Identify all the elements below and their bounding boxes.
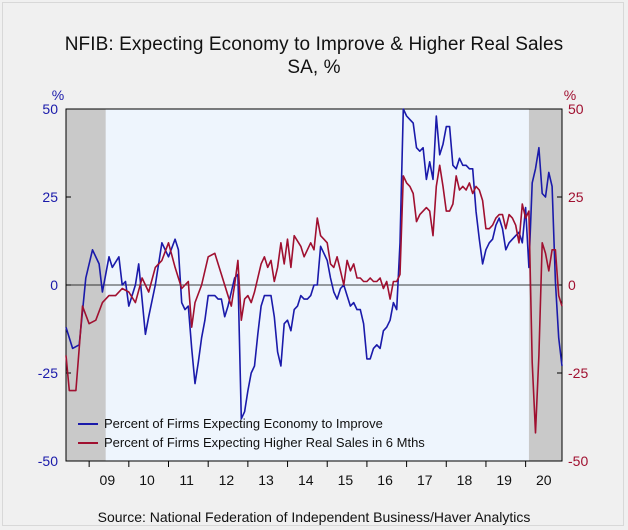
chart-subtitle: SA, % — [287, 57, 341, 78]
x-tick-label: 12 — [219, 472, 235, 488]
source-note: Source: National Federation of Independe… — [97, 509, 531, 525]
y-left-unit-label: % — [52, 87, 64, 103]
x-tick-label: 11 — [179, 472, 194, 488]
y-right-tick-label: 50 — [568, 101, 584, 117]
legend-label-2: Percent of Firms Expecting Higher Real S… — [104, 435, 425, 450]
y-left-tick-label: -50 — [38, 453, 58, 469]
x-tick-label: 18 — [457, 472, 473, 488]
y-left-tick-label: 50 — [42, 101, 58, 117]
x-tick-label: 14 — [298, 472, 314, 488]
x-tick-label: 13 — [258, 472, 274, 488]
series-line-1 — [65, 108, 563, 420]
x-tick-label: 15 — [338, 472, 354, 488]
x-tick-label: 19 — [496, 472, 512, 488]
x-tick-label: 16 — [377, 472, 393, 488]
x-tick-label: 17 — [417, 472, 433, 488]
y-right-tick-label: -50 — [568, 453, 588, 469]
x-tick-label: 20 — [536, 472, 552, 488]
x-tick-label: 10 — [139, 472, 155, 488]
y-left-tick-label: 0 — [50, 277, 58, 293]
legend-label-1: Percent of Firms Expecting Economy to Im… — [104, 416, 383, 431]
y-right-unit-label: % — [564, 87, 576, 103]
series-line-2 — [65, 164, 563, 434]
y-right-tick-label: -25 — [568, 365, 588, 381]
y-right-tick-label: 25 — [568, 189, 584, 205]
x-tick-label: 09 — [100, 472, 116, 488]
chart-title: NFIB: Expecting Economy to Improve & Hig… — [64, 34, 564, 55]
y-left-tick-label: 25 — [42, 189, 58, 205]
y-right-tick-label: 0 — [568, 277, 576, 293]
y-left-tick-label: -25 — [38, 365, 58, 381]
